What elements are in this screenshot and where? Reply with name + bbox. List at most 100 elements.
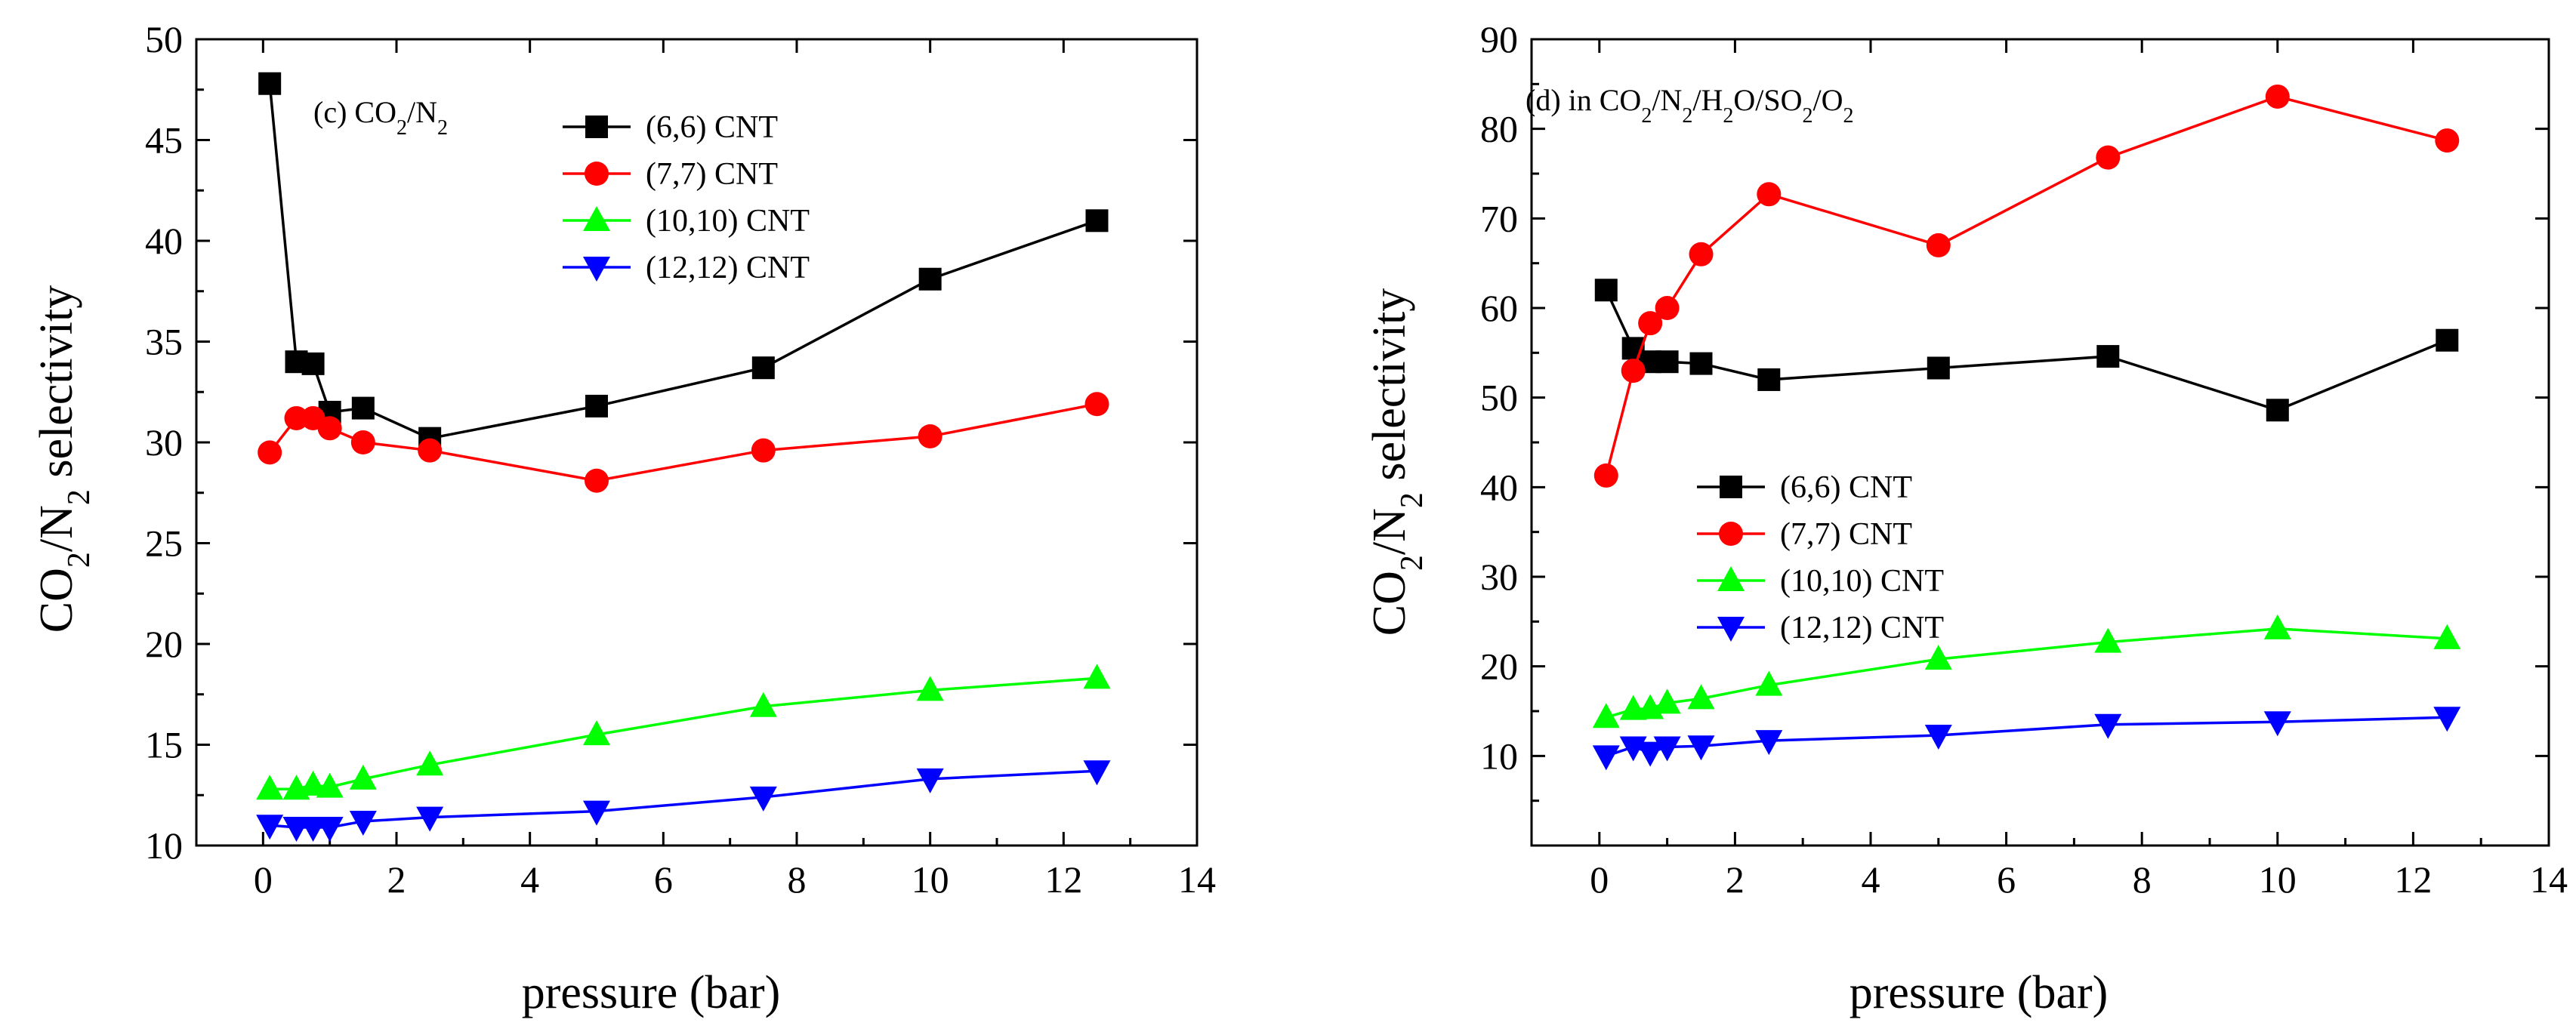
data-point — [1653, 736, 1681, 762]
x-tick-label: 10 — [2259, 858, 2297, 901]
x-tick-label: 6 — [1997, 858, 2016, 901]
data-point — [350, 430, 375, 454]
data-point — [751, 356, 775, 380]
series-line — [1605, 289, 2448, 412]
data-point — [916, 676, 944, 701]
legend: (6,6) CNT (7,7) CNT (10,10) CNT (12,12) CNT — [1697, 470, 1944, 645]
chart-panel-d: CO2/N2 selectivity pressure (bar) (d) in… — [1364, 18, 2568, 1018]
data-point — [1593, 463, 1618, 488]
chart-panel-c: CO2/N2 selectivity pressure (bar) (c) CO… — [31, 18, 1216, 1018]
x-tick-label: 2 — [1726, 858, 1745, 901]
data-point — [1757, 182, 1782, 207]
x-axis-title: pressure (bar) — [522, 967, 781, 1018]
data-point — [2433, 707, 2461, 732]
legend-marker — [1720, 476, 1742, 498]
y-tick-label: 25 — [145, 522, 183, 565]
y-tick-label: 50 — [1480, 377, 1518, 419]
data-point — [2096, 345, 2120, 368]
data-point — [416, 750, 444, 776]
data-point — [349, 810, 377, 836]
data-point — [2263, 711, 2291, 737]
series-line — [268, 402, 1097, 482]
data-point — [1637, 741, 1664, 767]
x-tick-label: 6 — [654, 858, 673, 901]
data-point — [1757, 368, 1781, 391]
series-line — [1606, 716, 2448, 757]
panel-annotation: (d) in CO2/N2/H2O/SO2/O2 — [1526, 83, 1853, 128]
series-line — [1605, 95, 2448, 476]
axes: 0 2 4 6 8 10 12 14 10 15 20 25 30 35 40 45 50 — [145, 18, 1216, 901]
data-point — [751, 438, 776, 463]
data-point — [1083, 664, 1111, 689]
x-tick-label: 8 — [788, 858, 807, 901]
legend-label: (10,10) CNT — [1780, 564, 1944, 599]
data-point — [284, 405, 309, 430]
data-point — [1653, 688, 1681, 714]
data-point — [749, 786, 777, 812]
data-point — [1689, 352, 1713, 375]
data-point — [1594, 279, 1618, 302]
y-tick-label: 30 — [1480, 556, 1518, 598]
data-point — [2435, 128, 2460, 153]
series-line — [270, 676, 1097, 790]
legend-marker — [583, 257, 610, 282]
data-point — [256, 815, 284, 840]
y-tick-label: 30 — [145, 421, 183, 464]
data-point — [1592, 703, 1620, 729]
x-tick-label: 14 — [1178, 858, 1216, 901]
legend-label: (7,7) CNT — [646, 157, 778, 192]
data-point — [1085, 209, 1109, 233]
panel-annotation: (c) CO2/N2 — [313, 95, 448, 140]
y-tick-label: 10 — [145, 824, 183, 867]
data-point — [301, 352, 325, 375]
plot-marks — [256, 72, 1111, 842]
legend-marker — [1717, 566, 1745, 591]
x-tick-label: 12 — [2394, 858, 2432, 901]
data-point — [1621, 359, 1646, 384]
data-point — [416, 806, 444, 832]
x-tick-label: 4 — [1862, 858, 1880, 901]
data-point — [349, 764, 377, 790]
legend-marker — [585, 116, 608, 138]
data-point — [256, 775, 284, 800]
legend-marker — [1719, 522, 1743, 546]
data-point — [583, 720, 610, 746]
x-tick-label: 2 — [387, 858, 406, 901]
data-point — [258, 440, 282, 465]
x-axis-title: pressure (bar) — [1849, 967, 2109, 1018]
data-point — [1689, 242, 1714, 266]
data-point — [916, 768, 944, 793]
data-point — [1924, 645, 1952, 670]
data-point — [1755, 670, 1783, 696]
data-point — [316, 816, 344, 842]
x-tick-label: 0 — [1590, 858, 1609, 901]
data-point — [1687, 735, 1715, 761]
data-point — [749, 692, 777, 717]
data-point — [1655, 296, 1680, 320]
legend-label: (6,6) CNT — [646, 110, 778, 145]
data-point — [2094, 627, 2122, 653]
data-point — [585, 468, 609, 493]
data-point — [1755, 730, 1783, 756]
y-axis-title: CO2/N2 selectivity — [31, 285, 97, 633]
data-point — [1924, 725, 1952, 750]
y-tick-label: 15 — [145, 724, 183, 766]
data-point — [1926, 233, 1951, 257]
axes: 0 2 4 6 8 10 12 14 10 20 30 40 50 60 70 80 90 — [1480, 18, 2568, 901]
data-point — [299, 770, 327, 796]
y-tick-label: 80 — [1480, 108, 1518, 150]
series-line — [1606, 627, 2448, 719]
data-point — [1638, 311, 1663, 336]
data-point — [316, 772, 344, 798]
y-tick-label: 20 — [1480, 645, 1518, 688]
y-tick-label: 90 — [1480, 18, 1518, 60]
legend-marker — [585, 162, 609, 186]
legend-label: (7,7) CNT — [1780, 517, 1912, 552]
data-point — [317, 416, 342, 441]
data-point — [351, 396, 375, 420]
y-tick-label: 40 — [1480, 466, 1518, 508]
data-point — [2096, 145, 2121, 170]
y-tick-label: 10 — [1480, 735, 1518, 777]
x-tick-label: 8 — [2133, 858, 2152, 901]
legend-label: (12,12) CNT — [1780, 611, 1944, 645]
